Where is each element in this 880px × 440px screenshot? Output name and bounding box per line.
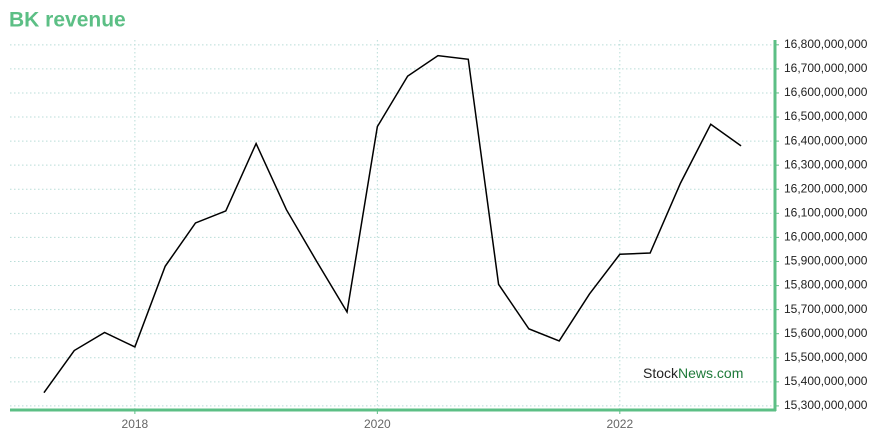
- x-tick-label: 2020: [364, 417, 391, 431]
- y-tick-label: 16,600,000,000: [784, 85, 868, 99]
- watermark: StockNews.com: [643, 365, 743, 381]
- y-tick-label: 16,700,000,000: [784, 61, 868, 75]
- y-tick-label: 16,400,000,000: [784, 133, 868, 147]
- watermark-stock: Stock: [643, 365, 679, 381]
- y-tick-label: 15,900,000,000: [784, 254, 868, 268]
- line: [43, 54, 742, 394]
- x-tick-label: 2022: [606, 417, 633, 431]
- y-tick-label: 15,800,000,000: [784, 278, 868, 292]
- chart-title: BK revenue: [9, 9, 126, 32]
- y-tick-label: 16,500,000,000: [784, 109, 868, 123]
- y-tick-label: 15,500,000,000: [784, 350, 868, 364]
- y-tick-label: 15,700,000,000: [784, 302, 868, 316]
- y-tick-label: 16,000,000,000: [784, 230, 868, 244]
- y-tick-label: 15,600,000,000: [784, 326, 868, 340]
- y-tick-label: 16,200,000,000: [784, 181, 868, 195]
- x-tick-label: 2018: [122, 417, 149, 431]
- watermark-news: News.com: [678, 365, 743, 381]
- y-tick-label: 15,300,000,000: [784, 398, 868, 412]
- y-tick-label: 16,100,000,000: [784, 205, 868, 219]
- y-tick-label: 15,400,000,000: [784, 374, 868, 388]
- y-tick-label: 16,800,000,000: [784, 37, 868, 51]
- y-tick-label: 16,300,000,000: [784, 157, 868, 171]
